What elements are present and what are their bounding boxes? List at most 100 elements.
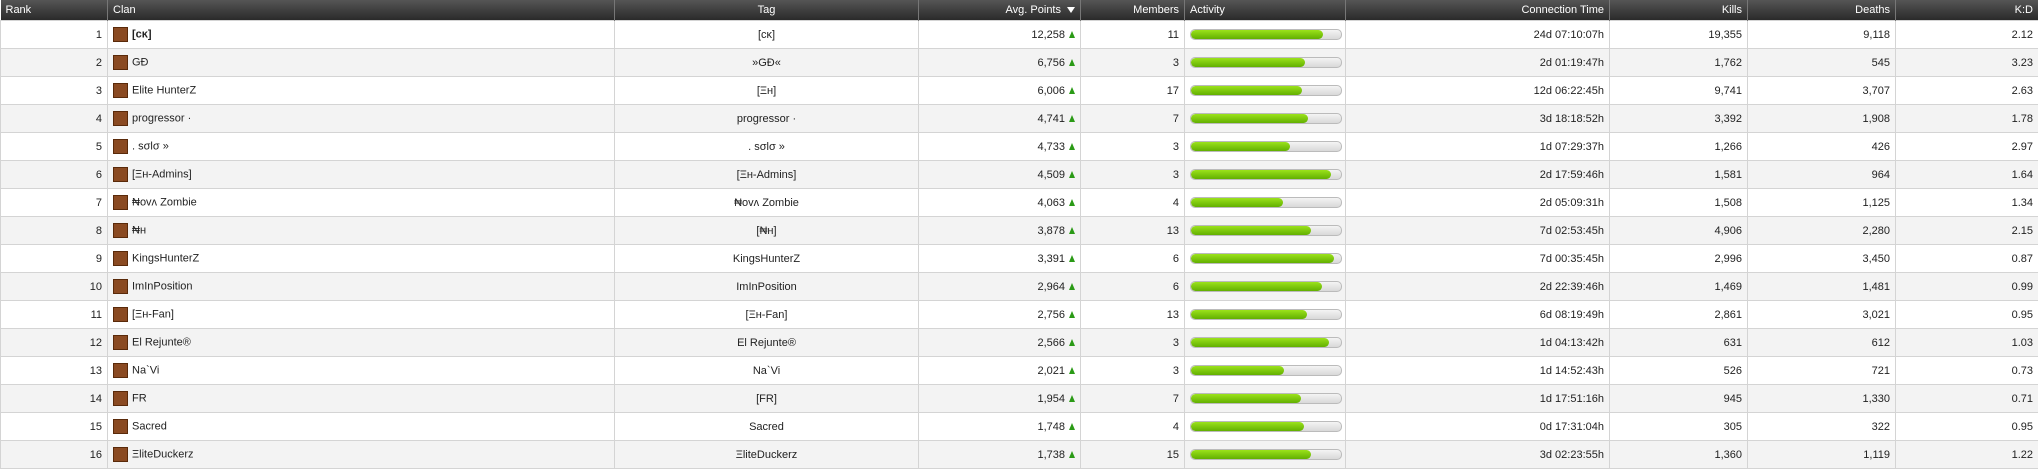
clan-name[interactable]: GÐ bbox=[132, 56, 149, 69]
clan-name[interactable]: FR bbox=[132, 392, 147, 405]
table-row[interactable]: 14 FR [FR] 1,954 7 1d 17:51:16h 945 1,330 0.71 bbox=[0, 384, 2038, 413]
cell-text: 3 bbox=[1172, 336, 1179, 349]
cell: 1.34 bbox=[1895, 188, 2038, 217]
table-row[interactable]: 16 ΞliteDuckerz ΞliteDuckerz 1,738 15 3d 02:2… bbox=[0, 440, 2038, 469]
clan-name[interactable]: [Ξʜ-Fan] bbox=[132, 308, 174, 321]
cell-text: 24d 07:10:07h bbox=[1533, 28, 1604, 41]
column-header[interactable]: Avg. Points bbox=[918, 0, 1081, 21]
cell-text: 2d 05:09:31h bbox=[1539, 196, 1604, 209]
cell: 6,006 bbox=[918, 76, 1081, 105]
clan-name[interactable]: KingsHunterZ bbox=[132, 252, 200, 265]
cell: 2.12 bbox=[1895, 20, 2038, 49]
table-row[interactable]: 6 [Ξʜ-Admins] [Ξʜ-Admins] 4,509 3 2d 17:59:46… bbox=[0, 160, 2038, 189]
cell: 14 bbox=[0, 384, 108, 413]
table-row[interactable]: 8 ₦ʜ [₦ʜ] 3,878 13 7d 02:53:45h 4,906 2,280 2.15 bbox=[0, 216, 2038, 245]
activity-fill bbox=[1191, 58, 1305, 67]
table-row[interactable]: 15 Sacred Sacred 1,748 4 0d 17:31:04h 305 322 0.… bbox=[0, 412, 2038, 441]
cell-text: 3d 02:23:55h bbox=[1539, 448, 1604, 461]
cell-text: 0d 17:31:04h bbox=[1539, 420, 1604, 433]
cell: 1,469 bbox=[1609, 272, 1748, 301]
column-header[interactable]: Kills bbox=[1609, 0, 1748, 21]
cell: 1,330 bbox=[1747, 384, 1896, 413]
cell bbox=[1184, 132, 1346, 161]
table-row[interactable]: 12 El Rejunte® El Rejunte® 2,566 3 1d 04:13:4… bbox=[0, 328, 2038, 357]
cell: [Ξʜ-Fan] bbox=[107, 300, 615, 329]
cell: 1,954 bbox=[918, 384, 1081, 413]
cell: ΞliteDuckerz bbox=[614, 440, 919, 469]
clan-name[interactable]: [Ξʜ-Admins] bbox=[132, 168, 192, 181]
cell-text: 1,748 bbox=[1037, 420, 1065, 433]
header-label: Deaths bbox=[1855, 4, 1890, 16]
table-row[interactable]: 9 KingsHunterZ KingsHunterZ 3,391 6 7d 00:35:… bbox=[0, 244, 2038, 273]
clan-name[interactable]: ΞliteDuckerz bbox=[132, 448, 194, 461]
column-header[interactable]: K:D bbox=[1895, 0, 2038, 21]
cell-text: [cĸ] bbox=[757, 28, 776, 41]
activity-bar bbox=[1190, 141, 1342, 152]
cell: 1d 17:51:16h bbox=[1345, 384, 1610, 413]
clan-name[interactable]: ₦ovᴧ Zombie bbox=[132, 196, 197, 209]
table-row[interactable]: 2 GÐ »GÐ« 6,756 3 2d 01:19:47h 1,762 545 3.23 bbox=[0, 48, 2038, 77]
clan-name[interactable]: progressor · bbox=[132, 112, 192, 125]
cell-text: 2.12 bbox=[2011, 28, 2033, 41]
cell-text: 3,021 bbox=[1862, 308, 1890, 321]
column-header[interactable]: Members bbox=[1080, 0, 1185, 21]
cell: [FR] bbox=[614, 384, 919, 413]
clan-name[interactable]: . sσlσ » bbox=[132, 140, 169, 153]
activity-bar bbox=[1190, 421, 1342, 432]
clan-icon bbox=[113, 27, 128, 42]
cell bbox=[1184, 300, 1346, 329]
table-row[interactable]: 11 [Ξʜ-Fan] [Ξʜ-Fan] 2,756 13 6d 08:19:49h 2,8… bbox=[0, 300, 2038, 329]
column-header[interactable]: Connection Time bbox=[1345, 0, 1610, 21]
column-header[interactable]: Rank bbox=[0, 0, 108, 21]
cell: El Rejunte® bbox=[614, 328, 919, 357]
clan-icon bbox=[113, 335, 128, 350]
clan-icon bbox=[113, 139, 128, 154]
cell: 1d 04:13:42h bbox=[1345, 328, 1610, 357]
table-row[interactable]: 4 progressor · progressor · 4,741 7 3d 18:18:… bbox=[0, 104, 2038, 133]
trend-up bbox=[1069, 394, 1075, 402]
table-row[interactable]: 10 ImInPosition ImInPosition 2,964 6 2d 22:39… bbox=[0, 272, 2038, 301]
cell-text: 6,756 bbox=[1037, 56, 1065, 69]
table-row[interactable]: 3 Elite HunterZ [Ξʜ] 6,006 17 12d 06:22:45h 9,… bbox=[0, 76, 2038, 105]
cell: 2,566 bbox=[918, 328, 1081, 357]
clan-name[interactable]: El Rejunte® bbox=[132, 336, 191, 349]
cell-text: 13 bbox=[1166, 224, 1179, 237]
clan-name[interactable]: Na`Vi bbox=[132, 364, 160, 377]
cell: FR bbox=[107, 384, 615, 413]
cell: 3 bbox=[1080, 48, 1185, 77]
cell: 19,355 bbox=[1609, 20, 1748, 49]
column-header[interactable]: Deaths bbox=[1747, 0, 1896, 21]
activity-bar bbox=[1190, 393, 1342, 404]
cell: 4 bbox=[1080, 188, 1185, 217]
cell: 3 bbox=[1080, 160, 1185, 189]
activity-bar bbox=[1190, 281, 1342, 292]
header-row: Rank Clan Tag Avg. Points Members Activity Con… bbox=[0, 0, 2038, 21]
activity-bar bbox=[1190, 365, 1342, 376]
activity-fill bbox=[1191, 310, 1307, 319]
cell-text: 4 bbox=[1172, 420, 1179, 433]
clan-name[interactable]: ImInPosition bbox=[132, 280, 193, 293]
column-header[interactable]: Tag bbox=[614, 0, 919, 21]
cell: 0.71 bbox=[1895, 384, 2038, 413]
cell-text: 6 bbox=[95, 168, 102, 181]
column-header[interactable]: Activity bbox=[1184, 0, 1346, 21]
cell-text: 3,391 bbox=[1037, 252, 1065, 265]
cell-text: 2,996 bbox=[1714, 252, 1742, 265]
cell: 721 bbox=[1747, 356, 1896, 385]
column-header[interactable]: Clan bbox=[107, 0, 615, 21]
clan-name[interactable]: ₦ʜ bbox=[132, 224, 147, 237]
activity-bar bbox=[1190, 113, 1342, 124]
clan-name[interactable]: [cĸ] bbox=[132, 28, 152, 41]
table-row[interactable]: 5 . sσlσ » . sσlσ » 4,733 3 1d 07:29:37h 1,266… bbox=[0, 132, 2038, 161]
cell: Elite HunterZ bbox=[107, 76, 615, 105]
cell: 2d 01:19:47h bbox=[1345, 48, 1610, 77]
table-row[interactable]: 13 Na`Vi Na`Vi 2,021 3 1d 14:52:43h 526 721 0.73 bbox=[0, 356, 2038, 385]
cell: 2 bbox=[0, 48, 108, 77]
cell-text: 6 bbox=[1172, 280, 1179, 293]
clan-name[interactable]: Elite HunterZ bbox=[132, 84, 197, 97]
clan-name[interactable]: Sacred bbox=[132, 420, 167, 433]
table-row[interactable]: 7 ₦ovᴧ Zombie ₦ovᴧ Zombie 4,063 4 2d 05:09:31… bbox=[0, 188, 2038, 217]
table-row[interactable]: 1 [cĸ] [cĸ] 12,258 11 24d 07:10:07h 19,355 9,11… bbox=[0, 20, 2038, 49]
cell: 4,509 bbox=[918, 160, 1081, 189]
cell: 13 bbox=[0, 356, 108, 385]
